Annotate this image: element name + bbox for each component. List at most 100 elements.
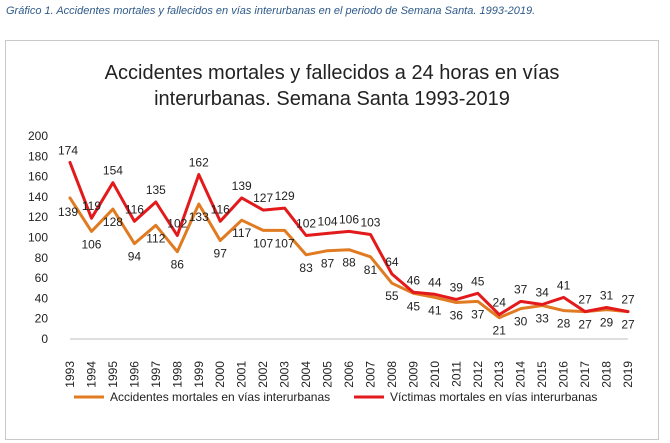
x-tick-label: 2005 <box>321 361 335 388</box>
data-label-victimas: 127 <box>253 191 273 205</box>
data-label-victimas: 31 <box>600 289 614 303</box>
chart-title-line-1: Accidentes mortales y fallecidos a 24 ho… <box>105 62 560 84</box>
data-label-victimas: 41 <box>557 278 571 292</box>
data-label-victimas: 135 <box>146 183 166 197</box>
y-tick-label: 100 <box>28 231 48 245</box>
y-tick-label: 140 <box>28 190 48 204</box>
data-label-victimas: 44 <box>428 275 442 289</box>
data-label-accidentes: 27 <box>578 318 592 332</box>
data-label-victimas: 24 <box>493 296 507 310</box>
y-tick-label: 160 <box>28 170 48 184</box>
data-label-accidentes: 21 <box>493 324 507 338</box>
data-label-accidentes: 87 <box>321 257 335 271</box>
data-label-victimas: 34 <box>535 285 549 299</box>
series-line-victimas <box>68 160 630 317</box>
data-label-accidentes: 133 <box>189 210 209 224</box>
data-label-victimas: 154 <box>103 164 123 178</box>
data-label-victimas: 119 <box>82 199 101 213</box>
data-label-victimas: 116 <box>125 202 144 216</box>
x-tick-label: 1997 <box>149 361 163 388</box>
data-label-accidentes: 30 <box>514 315 528 329</box>
data-label-accidentes: 112 <box>146 231 165 245</box>
data-label-victimas: 129 <box>275 189 295 203</box>
x-tick-label: 2010 <box>428 361 442 388</box>
data-label-victimas: 116 <box>211 202 230 216</box>
data-label-accidentes: 29 <box>600 316 614 330</box>
data-label-victimas: 27 <box>621 293 635 307</box>
x-tick-label: 1996 <box>127 361 141 388</box>
data-label-accidentes: 45 <box>407 299 421 313</box>
y-tick-label: 20 <box>35 312 49 326</box>
y-tick-label: 180 <box>28 149 48 163</box>
x-tick-label: 2001 <box>235 361 249 388</box>
data-label-accidentes: 139 <box>58 205 78 219</box>
data-label-accidentes: 94 <box>128 250 142 264</box>
data-label-victimas: 139 <box>232 179 252 193</box>
data-label-accidentes: 41 <box>428 303 442 317</box>
x-tick-label: 2019 <box>621 361 635 388</box>
data-label-accidentes: 88 <box>342 256 356 270</box>
data-label-victimas: 27 <box>578 293 592 307</box>
data-label-accidentes: 28 <box>557 317 571 331</box>
x-tick-label: 1998 <box>170 361 184 388</box>
data-label-accidentes: 86 <box>171 258 185 272</box>
data-label-accidentes: 81 <box>364 263 378 277</box>
data-label-victimas: 104 <box>318 214 338 228</box>
data-label-accidentes: 36 <box>450 308 464 322</box>
data-label-accidentes: 27 <box>621 318 635 332</box>
data-label-accidentes: 107 <box>275 236 295 250</box>
x-tick-label: 2016 <box>557 361 571 388</box>
data-label-accidentes: 107 <box>253 236 273 250</box>
y-tick-label: 40 <box>35 291 49 305</box>
data-label-victimas: 46 <box>407 273 421 287</box>
data-label-accidentes: 128 <box>103 215 123 229</box>
x-tick-label: 2007 <box>363 361 377 388</box>
x-tick-label: 2011 <box>449 361 463 387</box>
data-label-accidentes: 55 <box>385 289 399 303</box>
data-label-accidentes: 106 <box>81 237 101 251</box>
data-label-accidentes: 97 <box>214 247 228 261</box>
data-label-victimas: 39 <box>450 280 464 294</box>
data-label-victimas: 37 <box>514 282 528 296</box>
figure-caption: Gráfico 1. Accidentes mortales y falleci… <box>6 5 536 17</box>
y-tick-label: 60 <box>35 271 49 285</box>
x-tick-label: 2017 <box>578 361 592 388</box>
x-tick-label: 1994 <box>84 361 98 388</box>
series-line-accidentes <box>68 196 630 320</box>
data-label-accidentes: 37 <box>471 307 485 321</box>
x-tick-label: 2006 <box>342 361 356 388</box>
chart-frame: Accidentes mortales y fallecidos a 24 ho… <box>5 40 659 440</box>
y-tick-label: 80 <box>35 251 49 265</box>
data-label-victimas: 102 <box>167 216 187 230</box>
x-tick-label: 2000 <box>213 361 227 388</box>
y-tick-label: 120 <box>28 210 48 224</box>
x-tick-label: 2012 <box>471 361 485 388</box>
x-tick-label: 2018 <box>600 361 614 388</box>
data-label-victimas: 106 <box>339 212 359 226</box>
data-label-victimas: 103 <box>360 215 380 229</box>
x-tick-label: 2015 <box>535 361 549 388</box>
x-tick-label: 2008 <box>385 361 399 388</box>
data-label-victimas: 102 <box>296 216 316 230</box>
x-tick-label: 2002 <box>256 361 270 388</box>
x-tick-label: 1999 <box>192 361 206 388</box>
x-tick-label: 1993 <box>63 361 77 388</box>
data-label-victimas: 174 <box>58 143 78 157</box>
data-label-victimas: 64 <box>385 255 399 269</box>
data-label-victimas: 45 <box>471 274 485 288</box>
x-tick-label: 2014 <box>514 361 528 388</box>
x-tick-label: 2013 <box>492 361 506 388</box>
data-label-accidentes: 83 <box>299 261 313 275</box>
data-label-victimas: 162 <box>189 156 209 170</box>
x-tick-label: 2009 <box>406 361 420 388</box>
chart-title-line-2: interurbanas. Semana Santa 1993-2019 <box>154 88 510 110</box>
line-chart: Accidentes mortales y fallecidos a 24 ho… <box>28 62 635 404</box>
x-tick-label: 2004 <box>299 361 313 388</box>
data-label-accidentes: 33 <box>535 312 549 326</box>
data-label-accidentes: 117 <box>232 226 251 240</box>
y-tick-label: 0 <box>41 332 48 346</box>
legend-label-accidentes: Accidentes mortales en vías interurbanas <box>110 390 330 404</box>
x-tick-label: 2003 <box>278 361 292 388</box>
y-tick-label: 200 <box>28 129 48 143</box>
legend-label-victimas: Víctimas mortales en vías interurbanas <box>390 390 597 404</box>
